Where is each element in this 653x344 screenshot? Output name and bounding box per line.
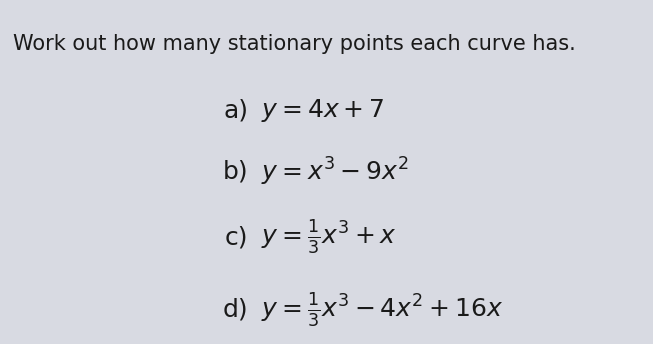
Text: $y = x^3 - 9x^2$: $y = x^3 - 9x^2$ — [261, 156, 409, 188]
Text: $y = 4x + 7$: $y = 4x + 7$ — [261, 97, 385, 123]
Text: Work out how many stationary points each curve has.: Work out how many stationary points each… — [13, 34, 576, 54]
Text: c): c) — [225, 225, 248, 249]
Text: b): b) — [223, 160, 248, 184]
Text: $y = \frac{1}{3}x^3 + x$: $y = \frac{1}{3}x^3 + x$ — [261, 218, 397, 256]
Text: a): a) — [223, 98, 248, 122]
Text: d): d) — [223, 298, 248, 322]
Text: $y = \frac{1}{3}x^3 - 4x^2 + 16x$: $y = \frac{1}{3}x^3 - 4x^2 + 16x$ — [261, 291, 503, 329]
